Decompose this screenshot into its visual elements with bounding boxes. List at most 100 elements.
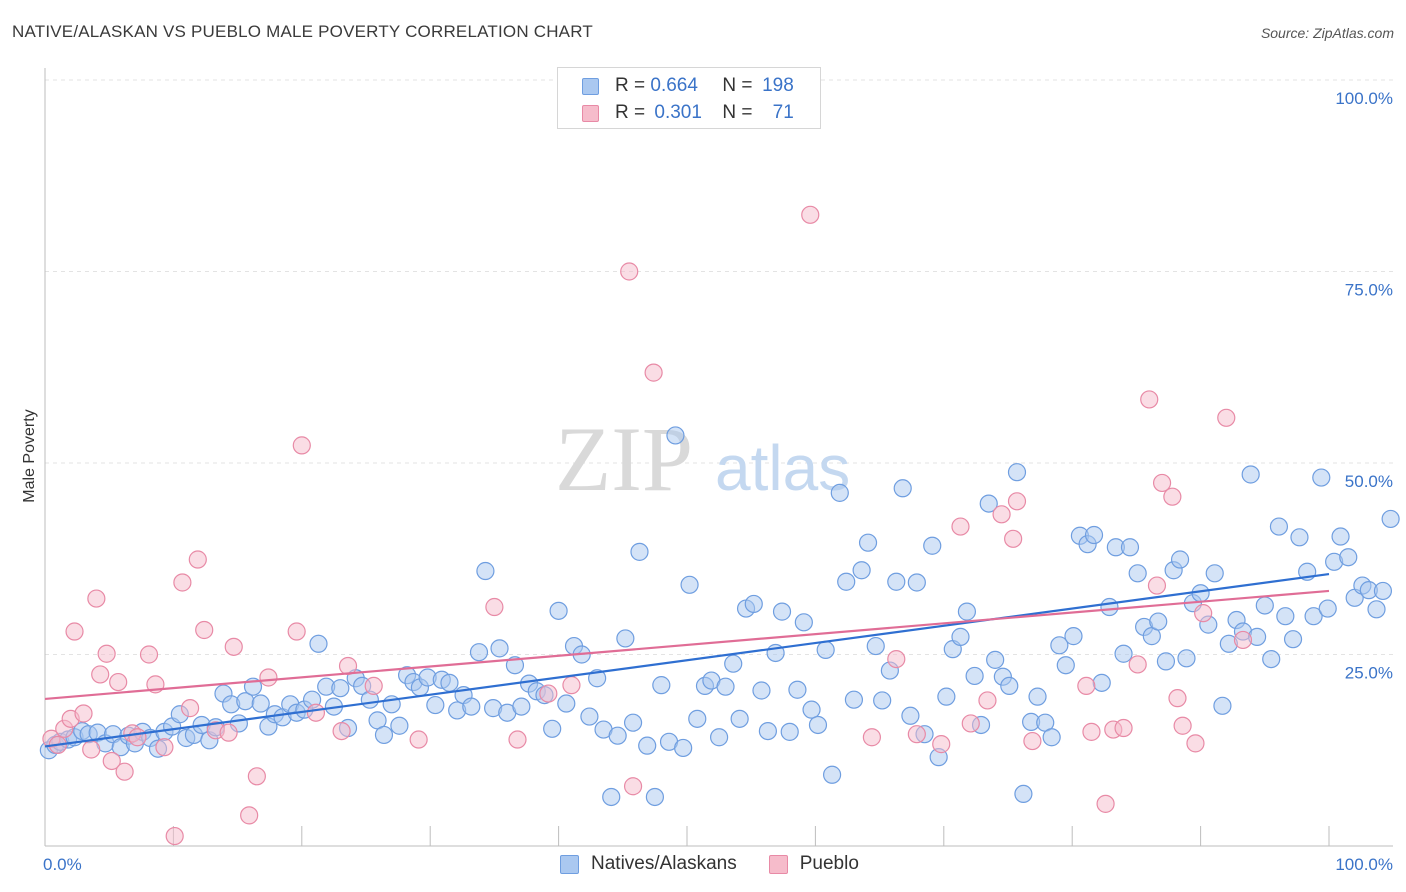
- pueblo-point: [1194, 604, 1213, 623]
- natives-point: [623, 713, 643, 732]
- natives-point: [1064, 627, 1083, 646]
- pueblo-point: [287, 622, 306, 641]
- natives-point: [1042, 728, 1061, 747]
- bottom-legend-label-natives: Natives/Alaskans: [591, 853, 737, 874]
- legend-row-natives: R = 0.664 N = 198: [582, 73, 794, 99]
- natives-point: [758, 721, 777, 741]
- natives-point: [1205, 564, 1224, 583]
- source-credit: Source: ZipAtlas.com: [1260, 25, 1394, 41]
- natives-point: [858, 533, 878, 552]
- natives-point: [309, 634, 328, 653]
- pueblo-point: [65, 622, 84, 641]
- pueblo-point: [240, 806, 259, 825]
- pueblo-point: [1163, 487, 1182, 506]
- watermark: ZIP atlas: [555, 408, 850, 510]
- pueblo-point: [1152, 473, 1172, 493]
- natives-point: [822, 765, 842, 784]
- natives-point: [505, 656, 525, 675]
- pueblo-point: [1217, 408, 1236, 427]
- natives-point: [716, 677, 735, 696]
- natives-point: [426, 695, 445, 715]
- trend-line-natives: [44, 572, 1330, 748]
- natives-point: [1100, 597, 1119, 617]
- pueblo-point: [508, 730, 527, 749]
- natives-point: [1191, 584, 1210, 603]
- natives-point: [873, 691, 892, 710]
- legend-swatch-natives: [582, 77, 599, 95]
- natives-point: [390, 716, 409, 735]
- pueblo-point: [801, 205, 820, 224]
- natives-point: [937, 687, 956, 706]
- pueblo-point: [87, 589, 106, 608]
- natives-point: [543, 719, 562, 738]
- natives-point: [1276, 607, 1295, 626]
- natives-point: [709, 728, 729, 747]
- natives-point: [1050, 636, 1069, 655]
- natives-point: [1283, 630, 1303, 649]
- natives-point: [808, 715, 828, 735]
- natives-point: [923, 536, 942, 555]
- pueblo-point: [306, 703, 326, 722]
- natives-point: [907, 573, 926, 592]
- natives-point: [1028, 687, 1047, 706]
- pueblo-point: [620, 262, 639, 281]
- watermark-zip: ZIP: [555, 408, 693, 510]
- natives-point: [844, 690, 864, 709]
- series-natives-points: [39, 426, 1400, 807]
- pueblo-point: [180, 699, 200, 718]
- natives-point: [469, 643, 489, 662]
- natives-point: [965, 666, 984, 686]
- pueblo-point: [1173, 716, 1192, 735]
- natives-point: [1170, 550, 1190, 569]
- natives-point: [1304, 607, 1323, 626]
- natives-point: [674, 738, 693, 758]
- y-tick-label: 25.0%: [1345, 664, 1393, 683]
- natives-point: [1290, 528, 1309, 547]
- natives-point: [1269, 517, 1289, 536]
- pueblo-point: [1140, 390, 1159, 409]
- pueblo-point: [128, 728, 147, 747]
- gridlines: [45, 79, 1393, 655]
- natives-point: [1262, 649, 1281, 669]
- pueblo-point: [907, 725, 926, 744]
- natives-point: [772, 602, 792, 621]
- natives-point: [1000, 676, 1019, 696]
- natives-point: [1255, 596, 1274, 615]
- trend-line-pueblo: [44, 589, 1330, 701]
- pueblo-point: [1077, 676, 1096, 696]
- natives-point: [837, 572, 856, 591]
- natives-point: [638, 736, 657, 755]
- natives-point: [440, 673, 459, 692]
- natives-point: [951, 627, 970, 646]
- natives-point: [752, 681, 771, 700]
- natives-point: [557, 694, 576, 713]
- natives-point: [331, 679, 350, 698]
- bottom-legend: Natives/Alaskans Pueblo: [560, 852, 891, 876]
- natives-point: [1092, 673, 1111, 692]
- bottom-legend-swatch-pueblo: [768, 854, 788, 874]
- pueblo-point: [539, 684, 558, 703]
- natives-point: [588, 669, 607, 688]
- pueblo-point: [1114, 718, 1133, 738]
- pueblo-point: [992, 505, 1011, 524]
- x-tick-label: 100.0%: [1335, 855, 1393, 874]
- pueblo-point: [644, 363, 663, 382]
- natives-point: [512, 697, 531, 716]
- pueblo-point: [97, 644, 116, 663]
- pueblo-point: [562, 676, 581, 695]
- bottom-legend-pueblo: Pueblo: [768, 853, 859, 875]
- natives-point: [666, 426, 685, 445]
- natives-point: [830, 483, 849, 502]
- pueblo-point: [1082, 722, 1101, 741]
- natives-point: [374, 725, 394, 745]
- pueblo-point: [364, 676, 383, 696]
- legend-row-pueblo: R = 0.301 N = 71: [582, 100, 794, 126]
- natives-point: [816, 640, 835, 660]
- pueblo-point: [219, 723, 238, 742]
- natives-point: [1213, 696, 1232, 715]
- pueblo-point: [139, 645, 159, 664]
- natives-point: [630, 542, 649, 561]
- pueblo-point: [173, 573, 192, 592]
- pueblo-point: [165, 826, 184, 846]
- pueblo-point: [102, 751, 121, 771]
